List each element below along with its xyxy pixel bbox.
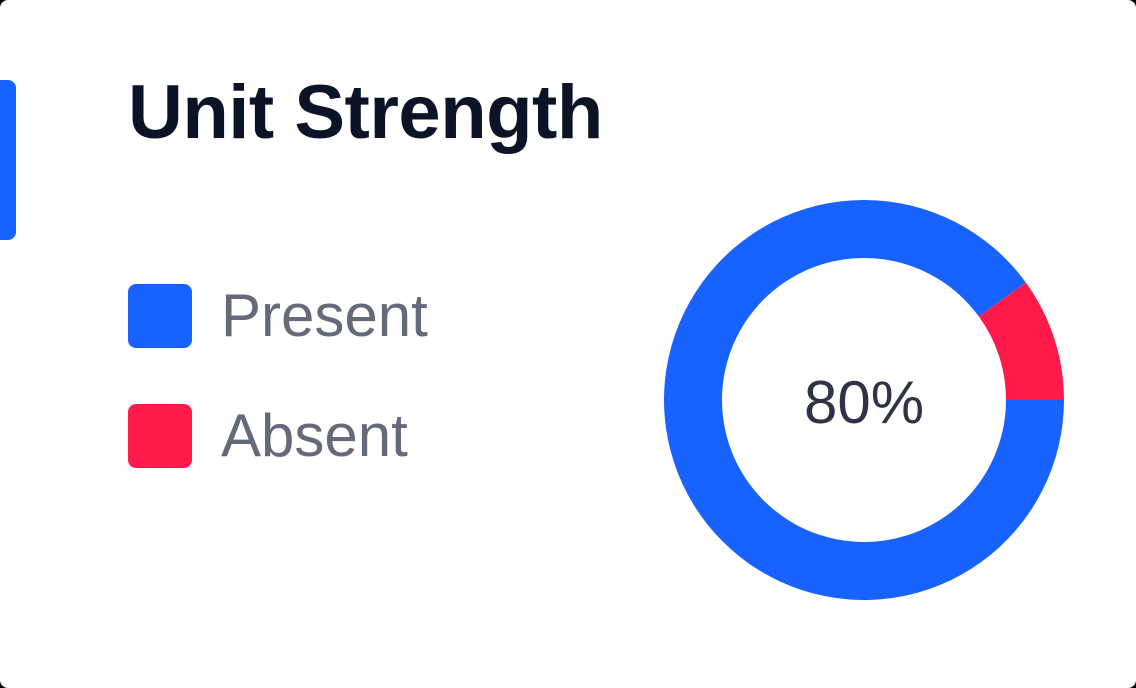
donut-slice-absent	[978, 282, 1064, 400]
card-title: Unit Strength	[128, 70, 603, 155]
legend-label-absent: Absent	[221, 402, 408, 469]
donut-center-label: 80%	[804, 369, 924, 436]
legend-item-absent: Absent	[128, 404, 428, 468]
donut-chart: 80%	[664, 200, 1064, 600]
donut-slices	[664, 200, 1064, 600]
chart-legend: Present Absent	[128, 284, 428, 524]
legend-label-present: Present	[221, 282, 428, 349]
legend-item-present: Present	[128, 284, 428, 348]
legend-swatch-present	[128, 284, 192, 348]
card-accent-bar	[0, 80, 16, 240]
legend-swatch-absent	[128, 404, 192, 468]
